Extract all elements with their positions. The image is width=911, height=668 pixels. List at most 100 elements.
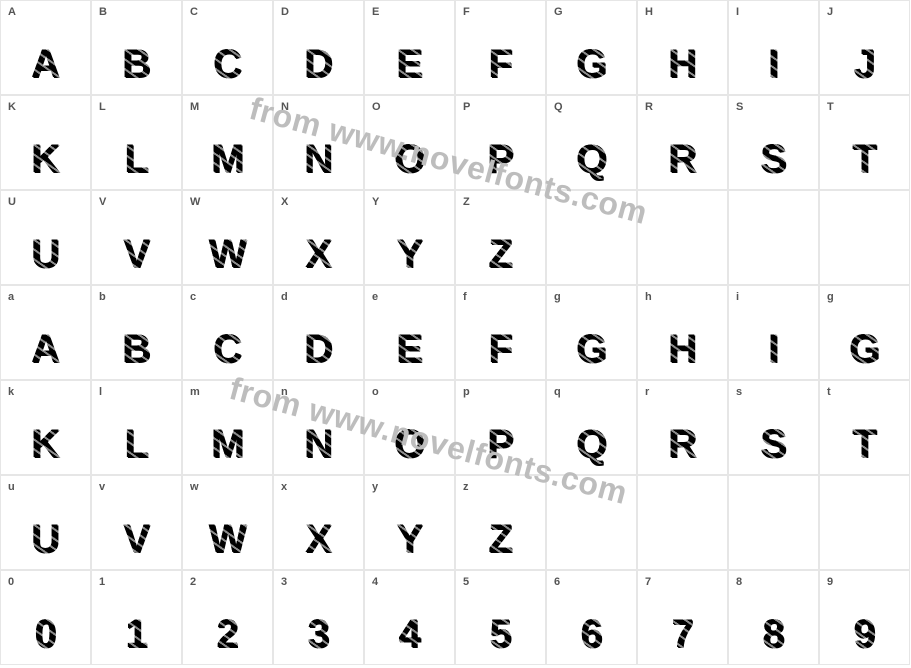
charmap-cell: lL (91, 380, 182, 475)
cell-label: s (736, 386, 742, 398)
charmap-cell: gG (546, 285, 637, 380)
cell-glyph: 1 (92, 614, 181, 654)
cell-glyph: J (820, 44, 909, 84)
charmap-cell: SS (728, 95, 819, 190)
cell-label: t (827, 386, 831, 398)
charmap-cell: 44 (364, 570, 455, 665)
cell-label: l (99, 386, 102, 398)
cell-glyph: O (365, 424, 454, 464)
cell-label: q (554, 386, 561, 398)
charmap-cell: pP (455, 380, 546, 475)
cell-glyph: Q (547, 424, 636, 464)
cell-glyph: 9 (820, 614, 909, 654)
cell-label: G (554, 6, 563, 18)
charmap-cell: aA (0, 285, 91, 380)
charmap-cell: dD (273, 285, 364, 380)
cell-glyph: P (456, 139, 545, 179)
charmap-cell: UU (0, 190, 91, 285)
cell-label: K (8, 101, 16, 113)
cell-label: a (8, 291, 14, 303)
charmap-cell: xX (273, 475, 364, 570)
cell-glyph: G (547, 329, 636, 369)
charmap-cell: OO (364, 95, 455, 190)
charmap-cell: WW (182, 190, 273, 285)
charmap-cell: HH (637, 0, 728, 95)
cell-glyph: A (1, 329, 90, 369)
charmap-cell: TT (819, 95, 910, 190)
charmap-cell: 00 (0, 570, 91, 665)
charmap-cell: uU (0, 475, 91, 570)
cell-glyph: T (820, 139, 909, 179)
cell-label: X (281, 196, 288, 208)
cell-label: g (827, 291, 834, 303)
cell-glyph: Z (456, 234, 545, 274)
cell-label: L (99, 101, 106, 113)
charmap-cell: DD (273, 0, 364, 95)
cell-label: 4 (372, 576, 378, 588)
cell-glyph: G (547, 44, 636, 84)
cell-label: d (281, 291, 288, 303)
cell-label: P (463, 101, 470, 113)
cell-label: B (99, 6, 107, 18)
cell-glyph: S (729, 139, 818, 179)
cell-glyph: X (274, 519, 363, 559)
cell-glyph: L (92, 424, 181, 464)
charmap-cell: GG (546, 0, 637, 95)
charmap-cell: zZ (455, 475, 546, 570)
cell-label: S (736, 101, 743, 113)
cell-label: b (99, 291, 106, 303)
charmap-cell: RR (637, 95, 728, 190)
charmap-cell: oO (364, 380, 455, 475)
charmap-cell: wW (182, 475, 273, 570)
cell-label: F (463, 6, 470, 18)
charmap-cell: rR (637, 380, 728, 475)
charmap-cell (546, 475, 637, 570)
charmap-cell: bB (91, 285, 182, 380)
charmap-cell: sS (728, 380, 819, 475)
charmap-cell: PP (455, 95, 546, 190)
cell-glyph: H (638, 329, 727, 369)
cell-glyph: Y (365, 519, 454, 559)
charmap-cell: KK (0, 95, 91, 190)
charmap-cell: 99 (819, 570, 910, 665)
charmap-cell: EE (364, 0, 455, 95)
charmap-cell (819, 190, 910, 285)
charmap-cell: ZZ (455, 190, 546, 285)
cell-glyph: U (1, 519, 90, 559)
cell-label: f (463, 291, 467, 303)
charmap-cell: QQ (546, 95, 637, 190)
cell-glyph: 8 (729, 614, 818, 654)
cell-label: Q (554, 101, 563, 113)
cell-glyph: A (1, 44, 90, 84)
charmap-cell: 33 (273, 570, 364, 665)
cell-glyph: I (729, 329, 818, 369)
cell-label: I (736, 6, 739, 18)
font-character-map-grid: AABBCCDDEEFFGGHHIIJJKKLLMMNNOOPPQQRRSSTT… (0, 0, 910, 665)
charmap-cell: XX (273, 190, 364, 285)
cell-glyph: 0 (1, 614, 90, 654)
charmap-cell: 77 (637, 570, 728, 665)
charmap-cell (728, 475, 819, 570)
cell-glyph: D (274, 44, 363, 84)
cell-label: g (554, 291, 561, 303)
cell-glyph: N (274, 424, 363, 464)
cell-glyph: 4 (365, 614, 454, 654)
cell-label: 0 (8, 576, 14, 588)
cell-label: m (190, 386, 200, 398)
cell-glyph: W (183, 234, 272, 274)
cell-label: H (645, 6, 653, 18)
charmap-cell: MM (182, 95, 273, 190)
charmap-cell: qQ (546, 380, 637, 475)
charmap-cell: AA (0, 0, 91, 95)
cell-glyph: C (183, 329, 272, 369)
cell-glyph: U (1, 234, 90, 274)
cell-label: u (8, 481, 15, 493)
charmap-cell: kK (0, 380, 91, 475)
cell-glyph: R (638, 139, 727, 179)
cell-label: n (281, 386, 288, 398)
cell-glyph: Q (547, 139, 636, 179)
charmap-cell: 88 (728, 570, 819, 665)
cell-label: 1 (99, 576, 105, 588)
charmap-cell: LL (91, 95, 182, 190)
charmap-cell: CC (182, 0, 273, 95)
